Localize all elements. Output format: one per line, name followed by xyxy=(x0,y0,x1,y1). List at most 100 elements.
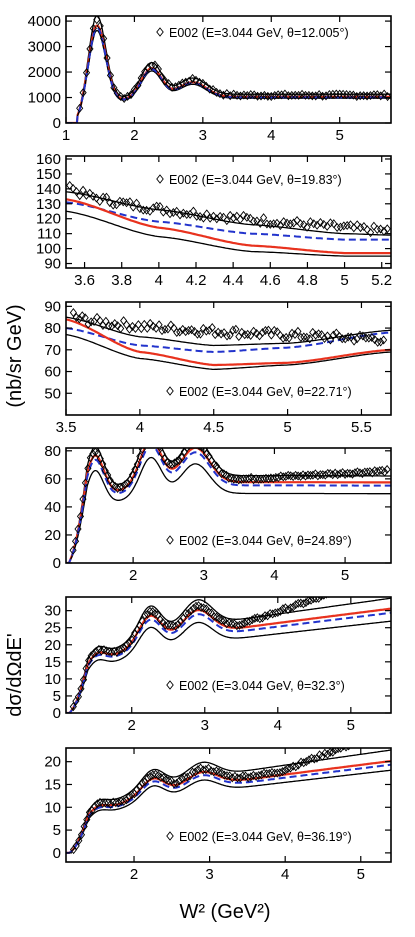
data-point xyxy=(82,68,91,78)
plot-area xyxy=(66,16,391,123)
data-point xyxy=(260,213,268,223)
data-point xyxy=(79,88,87,98)
data-point xyxy=(331,588,337,596)
data-point xyxy=(380,572,386,580)
data-point xyxy=(280,217,288,227)
data-point xyxy=(297,598,305,608)
data-point xyxy=(319,91,327,101)
data-point xyxy=(194,438,200,446)
y-tick-label: 4000 xyxy=(28,13,61,30)
data-point xyxy=(265,768,273,779)
y-tick-label: 2000 xyxy=(28,64,61,81)
curve-black_lower xyxy=(66,333,391,371)
data-point xyxy=(320,219,328,229)
y-tick-label: 0 xyxy=(53,115,61,132)
data-point xyxy=(333,222,341,233)
data-point xyxy=(289,602,297,612)
data-point xyxy=(225,473,233,483)
y-tick-label: 70 xyxy=(44,342,61,359)
data-point xyxy=(354,581,360,589)
data-point xyxy=(369,733,375,741)
data-point xyxy=(357,581,363,589)
data-point xyxy=(124,91,132,101)
data-point xyxy=(77,684,85,694)
data-point xyxy=(268,767,276,777)
data-point xyxy=(279,604,287,614)
data-point xyxy=(226,210,234,220)
data-point xyxy=(288,90,296,100)
x-tick-label: 4 xyxy=(267,127,275,144)
data-point xyxy=(294,326,302,336)
data-point xyxy=(317,330,326,340)
data-point xyxy=(168,82,176,92)
y-tick-label: 80 xyxy=(44,443,61,460)
data-point xyxy=(292,762,300,772)
data-point xyxy=(249,216,258,226)
data-point xyxy=(158,326,166,336)
data-point xyxy=(85,807,94,817)
data-point xyxy=(232,324,240,334)
data-point xyxy=(350,748,352,749)
y-tick-label: 60 xyxy=(44,471,61,488)
x-tick-label: 5.2 xyxy=(371,272,392,289)
data-point xyxy=(109,200,117,210)
data-point xyxy=(354,737,360,745)
x-tick-label: 5 xyxy=(340,272,348,289)
data-point xyxy=(228,619,236,629)
data-point xyxy=(157,772,165,783)
data-point xyxy=(257,91,265,101)
data-point xyxy=(164,620,172,630)
data-point xyxy=(206,213,214,223)
data-point xyxy=(182,77,190,87)
data-point xyxy=(374,337,382,347)
data-point xyxy=(258,613,267,623)
data-point xyxy=(134,320,142,330)
data-point xyxy=(299,599,307,609)
data-point xyxy=(336,222,345,232)
y-tick-label: 1000 xyxy=(28,90,61,107)
data-point xyxy=(82,663,90,673)
data-point xyxy=(161,620,169,630)
data-point xyxy=(351,468,359,478)
data-point xyxy=(290,218,298,228)
data-point xyxy=(182,327,190,337)
data-point xyxy=(89,449,97,459)
data-point xyxy=(366,228,375,238)
data-point xyxy=(143,323,151,333)
data-point xyxy=(114,321,122,331)
data-point xyxy=(368,332,376,343)
data-point xyxy=(197,602,205,612)
data-point xyxy=(315,90,323,100)
data-point xyxy=(383,464,391,474)
y-tick-label: 30 xyxy=(44,603,61,620)
x-tick-label: 3 xyxy=(205,866,213,883)
data-point xyxy=(284,605,292,615)
data-point xyxy=(149,770,157,780)
data-point xyxy=(156,201,164,212)
y-tick-label: 25 xyxy=(44,620,61,637)
data-point xyxy=(244,773,252,783)
data-point xyxy=(380,335,388,345)
data-point xyxy=(276,606,284,616)
data-point xyxy=(104,470,112,480)
data-point xyxy=(362,734,368,742)
data-point xyxy=(125,324,134,334)
data-point xyxy=(69,183,77,194)
curve-black_lower xyxy=(66,769,391,854)
data-point xyxy=(343,468,352,478)
data-point xyxy=(96,454,104,464)
data-point xyxy=(223,88,231,99)
y-tick-label: 120 xyxy=(36,211,61,228)
curve-blue_dashed xyxy=(66,327,391,354)
data-point xyxy=(371,466,379,476)
data-point xyxy=(246,213,254,223)
data-point xyxy=(105,646,113,656)
data-point xyxy=(359,735,365,743)
data-point xyxy=(356,91,364,101)
x-tick-label: 3 xyxy=(200,567,208,584)
data-point xyxy=(263,611,272,621)
data-point xyxy=(208,323,216,333)
data-point xyxy=(106,70,115,80)
data-point xyxy=(152,434,158,442)
data-point xyxy=(121,480,129,490)
